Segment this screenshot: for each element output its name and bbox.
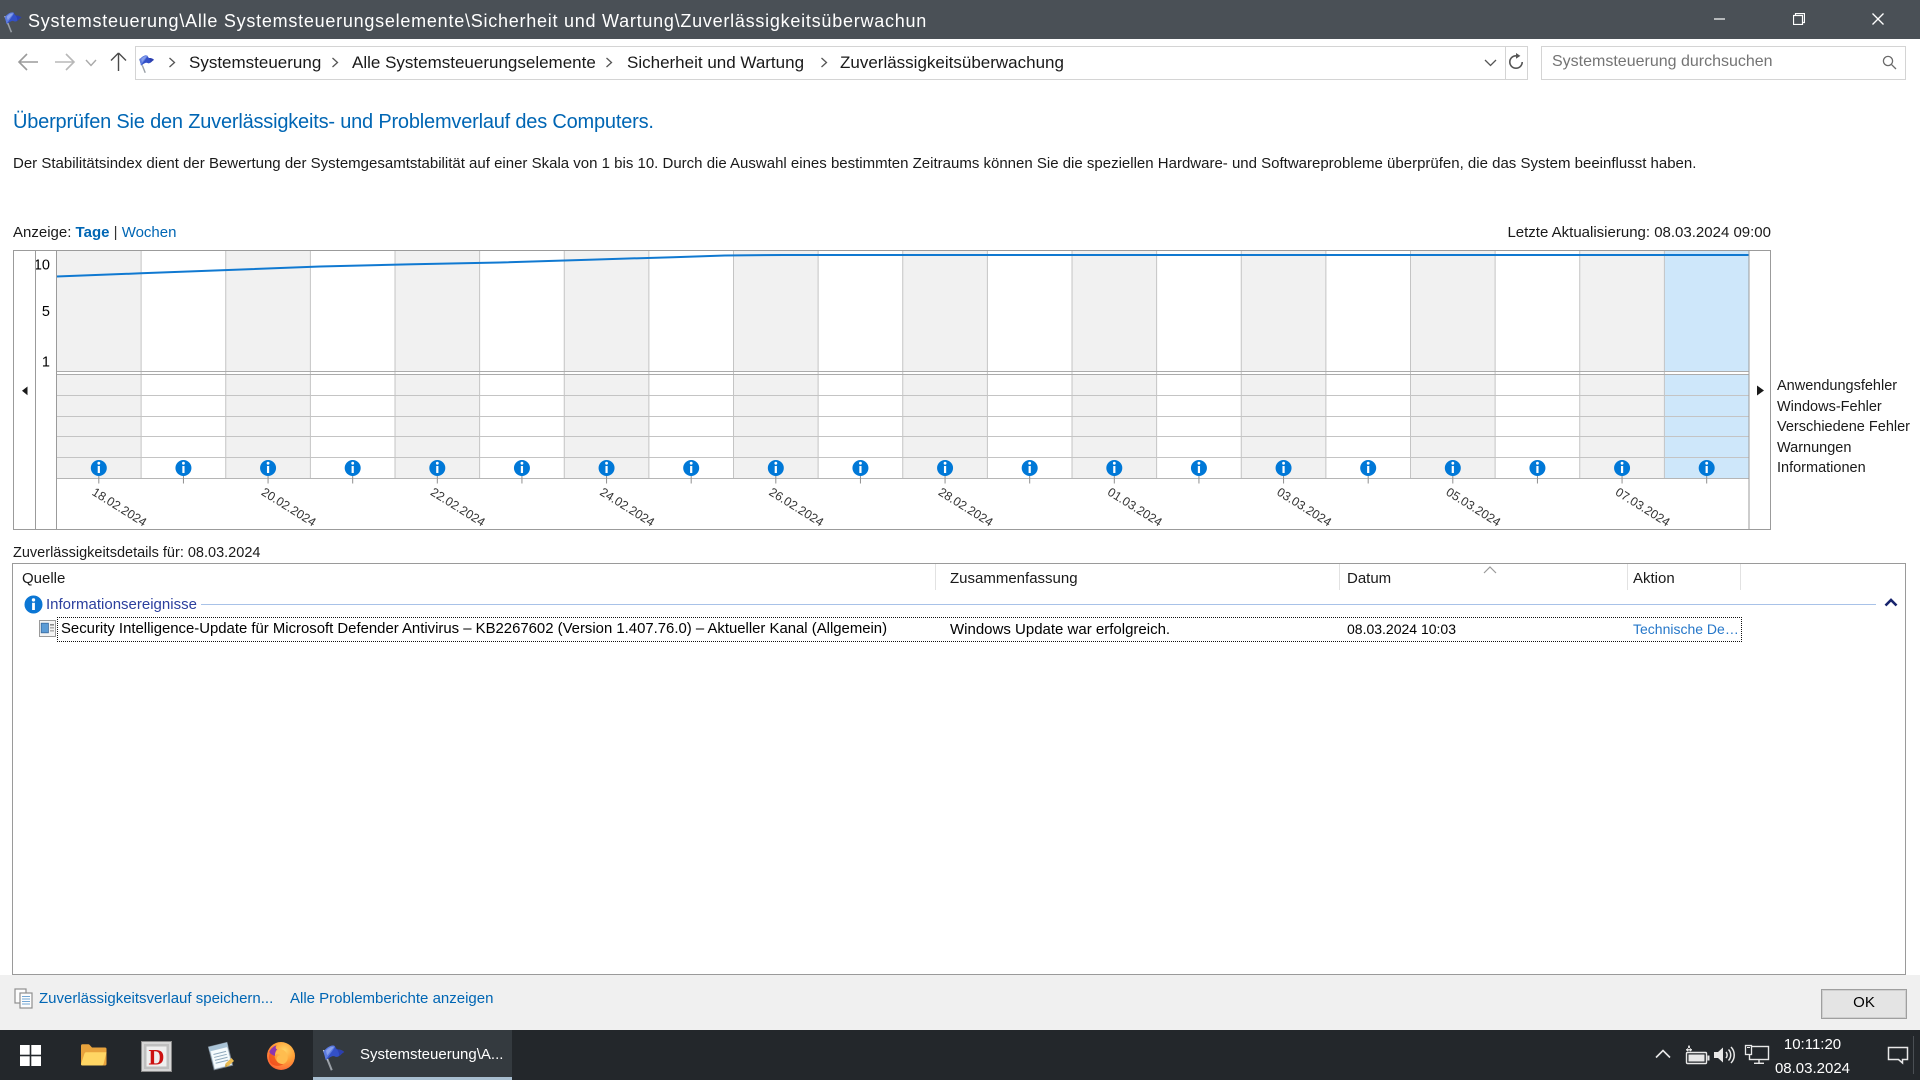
svg-text:03.03.2024: 03.03.2024: [1274, 485, 1334, 530]
svg-text:05.03.2024: 05.03.2024: [1444, 485, 1504, 530]
svg-text:1: 1: [42, 355, 50, 371]
svg-text:D: D: [149, 1045, 165, 1070]
svg-text:18.02.2024: 18.02.2024: [90, 485, 150, 530]
svg-text:22.02.2024: 22.02.2024: [428, 485, 488, 530]
svg-text:26.02.2024: 26.02.2024: [767, 485, 827, 530]
svg-text:28.02.2024: 28.02.2024: [936, 485, 996, 530]
svg-text:24.02.2024: 24.02.2024: [597, 485, 657, 530]
svg-text:01.03.2024: 01.03.2024: [1105, 485, 1165, 530]
svg-text:20.02.2024: 20.02.2024: [259, 485, 319, 530]
svg-text:5: 5: [42, 304, 50, 320]
svg-text:07.03.2024: 07.03.2024: [1613, 485, 1673, 530]
svg-text:10: 10: [34, 258, 50, 274]
